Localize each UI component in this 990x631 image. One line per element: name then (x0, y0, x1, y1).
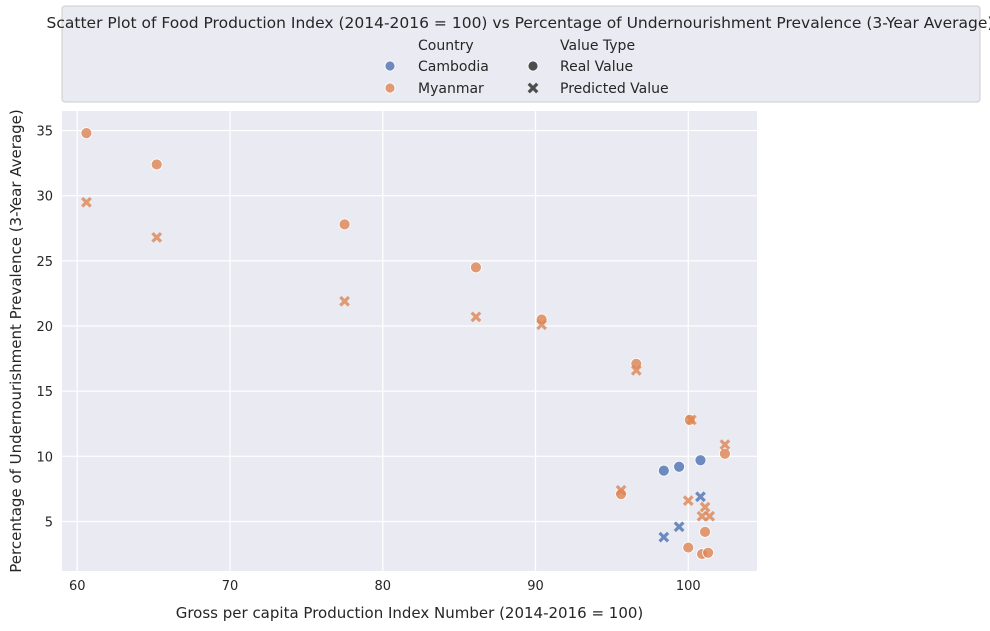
legend-marker-real-value (527, 60, 539, 72)
y-tick-label: 25 (36, 255, 53, 270)
y-tick-label: 5 (45, 515, 53, 530)
data-point-myanmar-predicted (536, 319, 548, 331)
data-point-myanmar-real (470, 261, 482, 274)
data-point-myanmar-predicted (81, 196, 92, 208)
legend-label-myanmar: Myanmar (418, 81, 484, 97)
data-point-myanmar-predicted (470, 311, 482, 323)
data-point-myanmar-predicted (630, 364, 642, 376)
data-point-cambodia-real (694, 454, 707, 467)
y-tick-label: 15 (36, 385, 53, 400)
axes: 60 70 80 90 100 5 10 15 20 25 30 35 Gross per capita… (7, 109, 701, 622)
data-point-cambodia-predicted-stroke (695, 491, 706, 503)
y-tick-label: 30 (36, 190, 53, 205)
data-point-myanmar-predicted-stroke (615, 484, 627, 496)
x-tick-label: 100 (676, 579, 701, 594)
legend-label-predicted-value: Predicted Value (560, 81, 669, 97)
legend-box (61, 5, 981, 103)
data-point-cambodia-predicted (695, 491, 706, 503)
y-axis-label: Percentage of Undernourishment Prevalenc… (7, 109, 25, 572)
x-tick-label: 90 (527, 579, 544, 594)
data-point-myanmar-predicted-stroke (470, 311, 482, 323)
data-point-myanmar-predicted (704, 510, 716, 522)
data-point-myanmar-predicted-stroke (536, 319, 548, 331)
legend-hue-title: Country (418, 38, 474, 54)
chart-title: Scatter Plot of Food Production Index (2… (47, 14, 990, 32)
data-point-myanmar-predicted (719, 439, 731, 450)
legend-marker-predicted-value (527, 82, 539, 94)
data-point-myanmar-predicted-stroke (339, 295, 350, 307)
x-tick-label: 70 (222, 579, 239, 594)
data-point-cambodia-predicted-stroke (673, 521, 685, 533)
data-point-cambodia-predicted (673, 521, 685, 533)
data-point-myanmar-predicted (151, 232, 163, 243)
data-point-myanmar-real (338, 218, 351, 231)
y-tick-label: 20 (36, 320, 53, 335)
data-point-cambodia-predicted (658, 531, 670, 543)
data-point-myanmar-predicted (615, 484, 627, 496)
series-cambodia-real-value (657, 454, 707, 477)
data-point-myanmar-predicted-stroke (682, 495, 694, 507)
data-point-myanmar-real (682, 541, 695, 554)
series-myanmar-predicted-value (81, 196, 731, 522)
y-tick-label: 10 (36, 450, 53, 465)
data-point-myanmar-predicted-stroke (719, 439, 731, 450)
legend-marker-predicted-value-stroke (527, 82, 539, 94)
x-tick-label: 80 (374, 579, 391, 594)
data-point-myanmar-predicted-stroke (699, 501, 711, 513)
x-tick-label: 60 (69, 579, 86, 594)
data-point-myanmar-predicted (699, 501, 711, 513)
data-point-myanmar-real (150, 158, 163, 171)
data-point-cambodia-real (673, 460, 685, 473)
legend: Scatter Plot of Food Production Index (2… (47, 5, 990, 103)
data-point-cambodia-real (657, 464, 670, 477)
data-point-myanmar-real (719, 447, 731, 460)
legend-label-cambodia: Cambodia (418, 59, 489, 75)
data-point-myanmar-predicted (682, 495, 694, 507)
y-tick-label: 35 (36, 125, 53, 140)
data-point-myanmar-predicted-stroke (685, 414, 697, 426)
plot-background (62, 111, 757, 571)
data-point-myanmar-real (699, 526, 711, 538)
data-point-myanmar-real (702, 546, 715, 559)
data-point-myanmar-predicted (339, 295, 350, 307)
legend-style-title: Value Type (560, 38, 635, 54)
data-point-myanmar-predicted-stroke (151, 232, 163, 243)
data-point-myanmar-real (80, 127, 93, 140)
data-point-myanmar-predicted-stroke (704, 510, 716, 522)
series-cambodia-predicted-value (658, 491, 706, 543)
legend-marker-cambodia (384, 60, 396, 72)
legend-label-real-value: Real Value (560, 59, 633, 75)
x-axis-label: Gross per capita Production Index Number… (176, 604, 644, 622)
data-point-myanmar-predicted-stroke (630, 364, 642, 376)
data-point-myanmar-predicted (685, 414, 697, 426)
data-point-cambodia-predicted-stroke (658, 531, 670, 543)
legend-marker-myanmar (384, 82, 396, 94)
data-point-myanmar-predicted-stroke (81, 196, 92, 208)
plot-area (62, 111, 757, 571)
